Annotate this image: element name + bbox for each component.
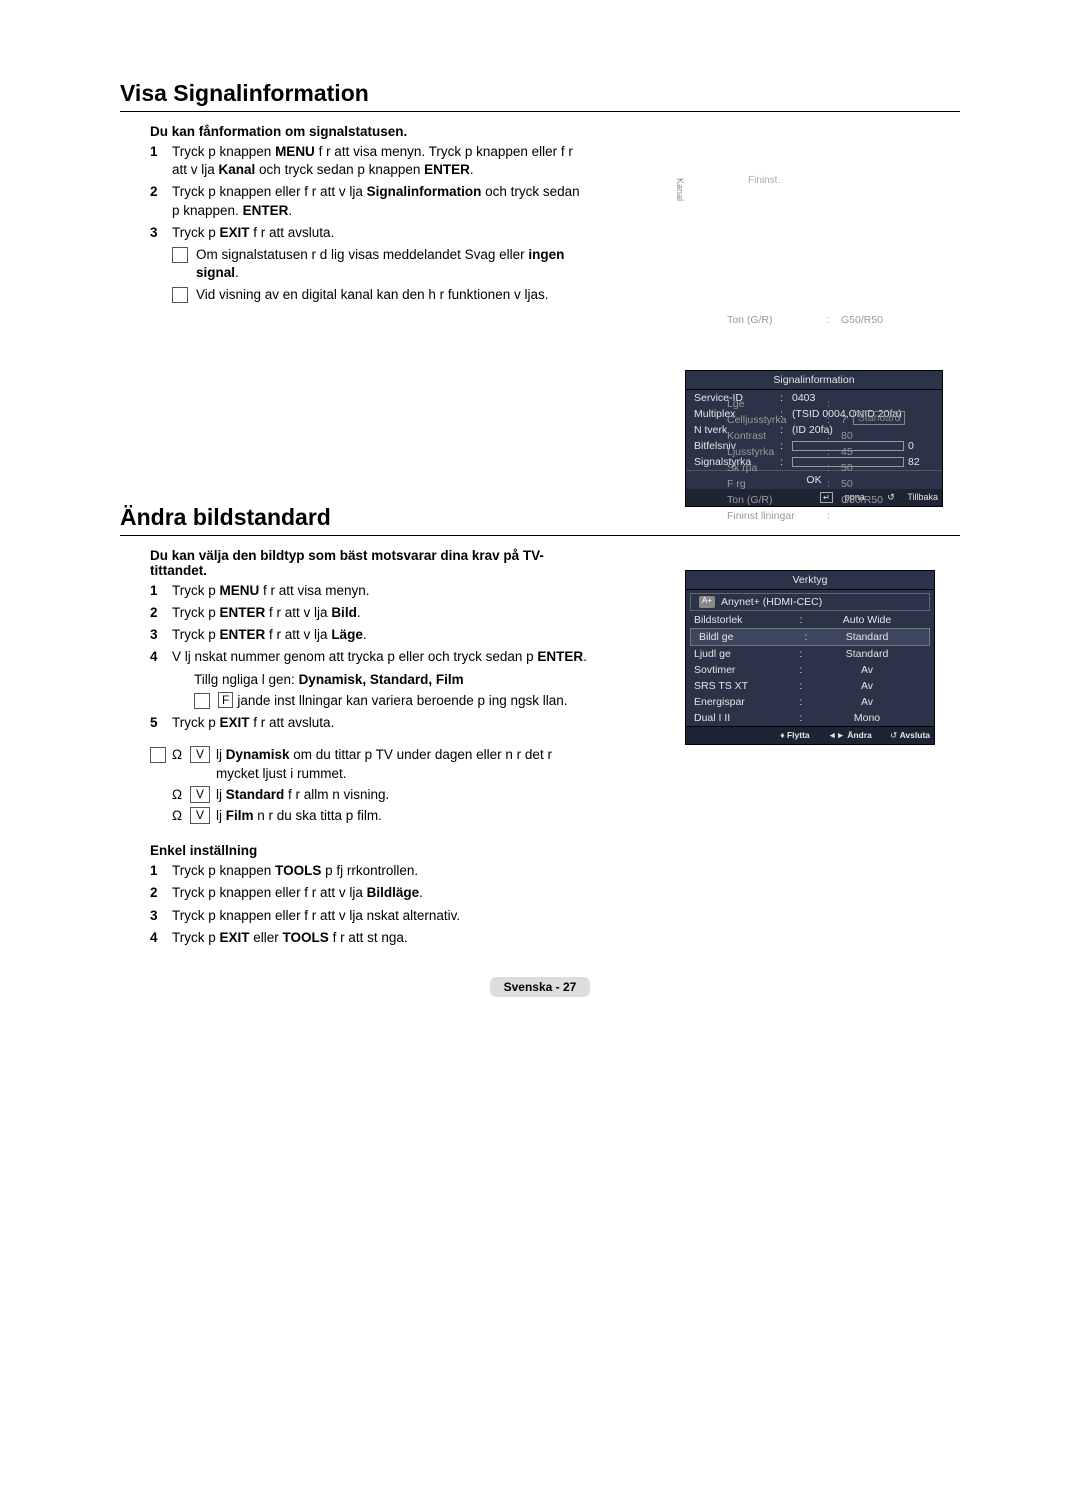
light-row: Ton (G/R):G50/R50	[727, 492, 937, 508]
easy-steps: 1Tryck p knappen TOOLS p fj rrkontrollen…	[150, 862, 590, 947]
tool-row[interactable]: Energispar:Av	[686, 694, 934, 710]
omega-icon: Ω	[172, 807, 190, 825]
tool-row[interactable]: Sovtimer:Av	[686, 662, 934, 678]
light-row: Celljusstyrka:7Standard	[727, 412, 937, 428]
tool-osd-title: Verktyg	[686, 571, 934, 590]
osd-signal-title: Signalinformation	[686, 371, 942, 390]
light-row: Kontrast:80	[727, 428, 937, 444]
anynet-icon: A+	[699, 596, 715, 608]
light-panel: Lge:Celljusstyrka:7StandardKontrast:80Lj…	[727, 396, 937, 524]
tip-row: ΩVlj Standard f r allm n visning.	[172, 786, 590, 804]
note-icon	[150, 747, 166, 763]
step-item: 3Tryck p knappen eller f r att v lja nsk…	[150, 907, 590, 925]
step-item: 1Tryck p MENU f r att visa menyn.	[150, 582, 590, 600]
step-item: 1Tryck p knappen TOOLS p fj rrkontrollen…	[150, 862, 590, 880]
note-icon	[172, 247, 188, 263]
change-icon: ◄►	[828, 730, 847, 740]
page-number-pill: Svenska - 27	[490, 977, 591, 997]
modes-line: Tillg ngliga l gen: Dynamisk, Standard, …	[194, 671, 594, 710]
omega-icon: Ω	[172, 786, 190, 804]
tool-osd-panel: Verktyg A+ Anynet+ (HDMI-CEC) Bildstorle…	[685, 570, 935, 745]
anynet-row[interactable]: A+ Anynet+ (HDMI-CEC)	[690, 593, 930, 611]
light-row: Lge:	[727, 396, 937, 412]
section2-intro: Du kan välja den bildtyp som bäst motsva…	[150, 548, 590, 578]
exit-icon: ↺	[890, 730, 899, 740]
tool-row[interactable]: SRS TS XT:Av	[686, 678, 934, 694]
light-row: Fininst llningar:	[727, 508, 937, 524]
side-kanal-label: Kanal	[675, 178, 685, 201]
f-note-text: jande inst llningar kan variera beroende…	[237, 692, 594, 710]
light-row: Ton (G/R):G50/R50	[727, 312, 937, 328]
step-item: 5Tryck p EXIT f r att avsluta.	[150, 714, 590, 732]
note-icon	[172, 287, 188, 303]
section2-step5: 5Tryck p EXIT f r att avsluta.	[150, 714, 590, 732]
step-item: 1Tryck p knappen MENU f r att visa menyn…	[150, 143, 590, 179]
side-fininst-label: Fininst.	[748, 175, 780, 186]
tool-osd-footer: ♦ Flytta ◄► Ändra ↺ Avsluta	[686, 726, 934, 744]
step-item: 2Tryck p knappen eller f r att v lja Bil…	[150, 884, 590, 902]
tip-row: ΩVlj Film n r du ska titta p film.	[172, 807, 590, 825]
tips-block: ΩVlj Dynamisk om du tittar p TV under da…	[150, 746, 590, 825]
move-icon: ♦	[780, 730, 787, 740]
step-item: 4Tryck p EXIT eller TOOLS f r att st nga…	[150, 929, 590, 947]
section1-title: Visa Signalinformation	[120, 80, 960, 112]
tool-row[interactable]: Bildstorlek:Auto Wide	[686, 612, 934, 628]
light-panel-top: Ton (G/R):G50/R50	[727, 312, 937, 328]
step-item: 3Tryck p EXIT f r att avsluta.	[150, 224, 590, 242]
note-icon	[194, 693, 210, 709]
section1-notes: Om signalstatusen r d lig visas meddelan…	[150, 246, 590, 304]
v-icon: V	[190, 746, 210, 763]
light-row: F rg:50	[727, 476, 937, 492]
easy-setting-title: Enkel inställning	[150, 843, 960, 858]
step-item: 2Tryck p ENTER f r att v lja Bild.	[150, 604, 590, 622]
section1-steps: 1Tryck p knappen MENU f r att visa menyn…	[150, 143, 590, 242]
f-icon: F	[218, 692, 233, 708]
step-item: 2Tryck p knappen eller f r att v lja Sig…	[150, 183, 590, 219]
step-item: 3Tryck p ENTER f r att v lja Läge.	[150, 626, 590, 644]
section1-intro: Du kan fånformation om signalstatusen.	[150, 124, 960, 139]
light-row: Ljusstyrka:45	[727, 444, 937, 460]
tool-row[interactable]: Dual I II:Mono	[686, 710, 934, 726]
tool-row[interactable]: Ljudl ge:Standard	[686, 646, 934, 662]
v-icon: V	[190, 786, 210, 803]
tool-row[interactable]: Bildl ge:Standard	[690, 628, 930, 646]
tip-row: ΩVlj Dynamisk om du tittar p TV under da…	[150, 746, 590, 782]
page-footer: Svenska - 27	[120, 977, 960, 997]
light-row: Sk rpa:50	[727, 460, 937, 476]
section2-steps: 1Tryck p MENU f r att visa menyn. 2Tryck …	[150, 582, 590, 667]
v-icon: V	[190, 807, 210, 824]
step-item: 4V lj nskat nummer genom att trycka p el…	[150, 648, 590, 666]
omega-icon: Ω	[172, 746, 190, 782]
note-row: Vid visning av en digital kanal kan den …	[172, 286, 590, 304]
note-row: Om signalstatusen r d lig visas meddelan…	[172, 246, 590, 282]
